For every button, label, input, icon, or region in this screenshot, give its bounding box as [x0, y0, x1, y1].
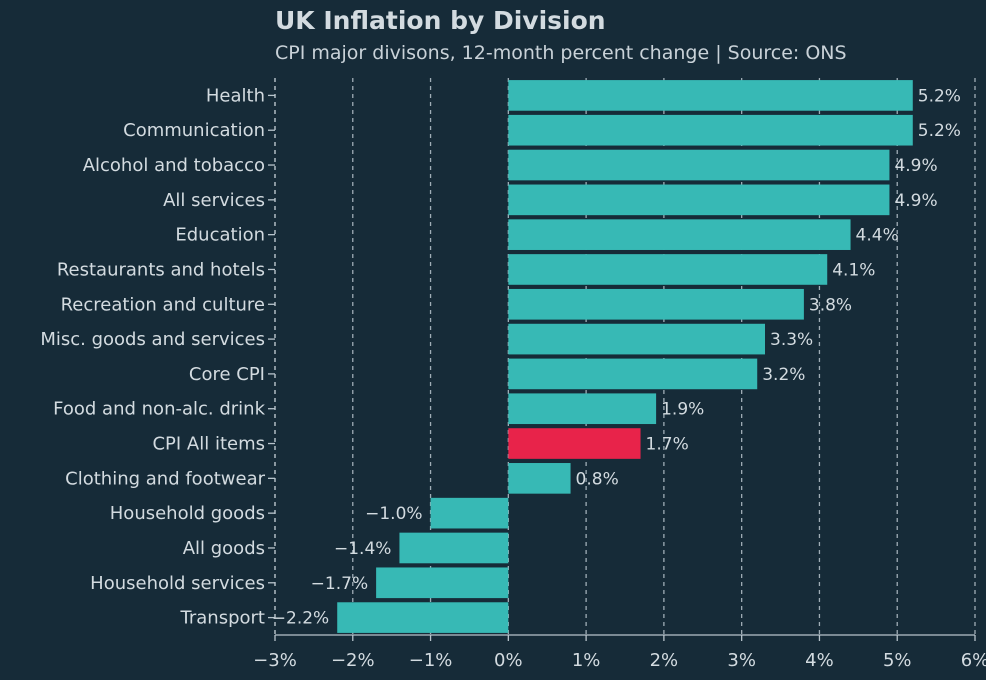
bar: [508, 288, 804, 320]
bar: [399, 532, 509, 564]
category-label: Recreation and culture: [61, 294, 265, 315]
x-tick-label: 5%: [883, 650, 912, 671]
category-label: Household services: [90, 573, 265, 594]
value-label: −2.2%: [272, 609, 329, 629]
x-tick-label: −2%: [331, 650, 375, 671]
category-label: Alcohol and tobacco: [83, 155, 265, 176]
bar: [508, 428, 641, 459]
bar: [508, 358, 758, 390]
category-label: CPI All items: [152, 434, 265, 455]
category-label: Education: [175, 225, 265, 246]
x-tick-label: 1%: [572, 650, 601, 671]
category-label: Health: [206, 85, 265, 106]
category-label: Misc. goods and services: [40, 329, 265, 350]
value-label: −1.7%: [311, 574, 368, 594]
value-label: 4.4%: [856, 226, 899, 246]
bar: [508, 149, 890, 181]
value-label: 1.9%: [661, 400, 704, 420]
value-label: 5.2%: [918, 86, 961, 106]
value-label: 4.9%: [894, 191, 937, 211]
x-tick-label: 2%: [650, 650, 679, 671]
chart-subtitle: CPI major divisons, 12-month percent cha…: [275, 42, 847, 64]
category-label: All services: [163, 190, 265, 211]
category-label: Food and non-alc. drink: [53, 399, 265, 420]
x-tick-label: 0%: [494, 650, 523, 671]
x-tick-label: −3%: [253, 650, 297, 671]
x-tick-label: −1%: [409, 650, 453, 671]
category-label: Communication: [123, 120, 265, 141]
value-label: 3.2%: [762, 365, 805, 385]
category-label: Core CPI: [189, 364, 265, 385]
bar: [430, 497, 509, 529]
bar: [337, 602, 509, 633]
x-tick-label: 3%: [727, 650, 756, 671]
bar: [508, 393, 657, 425]
value-label: −1.0%: [365, 504, 422, 524]
bar: [508, 80, 913, 111]
bar: [376, 567, 509, 599]
category-label: Household goods: [110, 503, 265, 524]
value-label: 1.7%: [646, 435, 689, 455]
bar: [508, 184, 890, 216]
bar: [508, 114, 913, 146]
category-label: All goods: [183, 538, 265, 559]
x-tick-label: 4%: [805, 650, 834, 671]
value-label: −1.4%: [334, 539, 391, 559]
bar: [508, 323, 765, 355]
bar: [508, 254, 828, 285]
bar: [508, 219, 851, 250]
value-label: 4.1%: [832, 260, 875, 280]
category-label: Transport: [180, 608, 265, 629]
value-label: 3.8%: [809, 295, 852, 315]
bar: [508, 463, 571, 494]
chart-title: UK Inflation by Division: [275, 6, 606, 35]
value-label: 0.8%: [576, 469, 619, 489]
value-label: 3.3%: [770, 330, 813, 350]
x-tick-label: 6%: [961, 650, 986, 671]
value-label: 5.2%: [918, 121, 961, 141]
category-label: Clothing and footwear: [65, 468, 265, 489]
value-label: 4.9%: [894, 156, 937, 176]
category-label: Restaurants and hotels: [57, 259, 265, 280]
